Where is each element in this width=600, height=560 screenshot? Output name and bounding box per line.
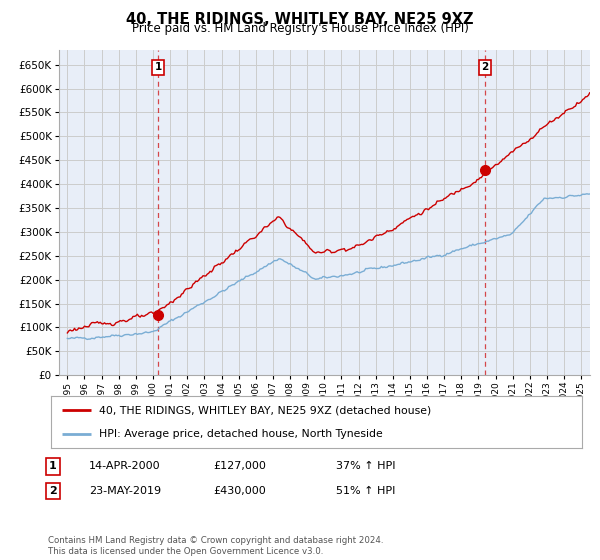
Text: 23-MAY-2019: 23-MAY-2019 xyxy=(89,486,161,496)
Text: 2: 2 xyxy=(482,62,489,72)
Text: 40, THE RIDINGS, WHITLEY BAY, NE25 9XZ (detached house): 40, THE RIDINGS, WHITLEY BAY, NE25 9XZ (… xyxy=(99,405,431,416)
Text: 51% ↑ HPI: 51% ↑ HPI xyxy=(336,486,395,496)
Text: 14-APR-2000: 14-APR-2000 xyxy=(89,461,160,472)
Text: 2: 2 xyxy=(49,486,56,496)
Text: HPI: Average price, detached house, North Tyneside: HPI: Average price, detached house, Nort… xyxy=(99,429,383,439)
Text: £127,000: £127,000 xyxy=(213,461,266,472)
Text: 1: 1 xyxy=(49,461,56,472)
Text: £430,000: £430,000 xyxy=(213,486,266,496)
Text: Contains HM Land Registry data © Crown copyright and database right 2024.
This d: Contains HM Land Registry data © Crown c… xyxy=(48,536,383,556)
Text: Price paid vs. HM Land Registry's House Price Index (HPI): Price paid vs. HM Land Registry's House … xyxy=(131,22,469,35)
Text: 1: 1 xyxy=(154,62,161,72)
Text: 40, THE RIDINGS, WHITLEY BAY, NE25 9XZ: 40, THE RIDINGS, WHITLEY BAY, NE25 9XZ xyxy=(126,12,474,27)
Text: 37% ↑ HPI: 37% ↑ HPI xyxy=(336,461,395,472)
